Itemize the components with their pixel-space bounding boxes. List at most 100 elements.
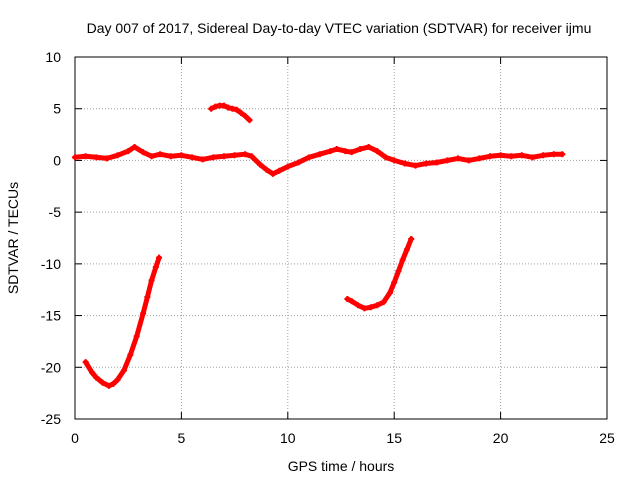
data-point	[365, 143, 372, 150]
data-point	[131, 143, 138, 150]
data-point	[199, 156, 206, 163]
data-point	[263, 166, 270, 173]
x-tick-label: 15	[386, 430, 402, 446]
data-point	[386, 289, 393, 296]
data-point	[518, 152, 525, 159]
data-point	[110, 380, 117, 387]
data-point	[355, 302, 362, 309]
data-point	[391, 157, 398, 164]
data-point	[167, 153, 174, 160]
data-point	[210, 154, 217, 161]
data-point	[444, 157, 451, 164]
data-point	[374, 148, 381, 155]
data-point	[269, 170, 276, 177]
data-point	[125, 148, 132, 155]
data-point	[380, 299, 387, 306]
data-point	[89, 369, 96, 376]
axis-ticks	[74, 56, 608, 420]
y-tick-label: -25	[41, 411, 61, 427]
data-point	[157, 151, 164, 158]
chart-title: Day 007 of 2017, Sidereal Day-to-day VTE…	[87, 20, 592, 36]
y-tick-label: -10	[41, 256, 61, 272]
data-point	[82, 153, 89, 160]
x-tick-label: 10	[280, 430, 296, 446]
data-point	[382, 154, 389, 161]
series-upper-arc	[208, 102, 253, 124]
data-point	[344, 296, 351, 303]
data-point	[257, 161, 264, 168]
series-line	[72, 144, 565, 177]
data-point	[99, 379, 106, 386]
data-point	[374, 302, 381, 309]
series-main-near-zero	[72, 143, 566, 177]
data-point	[433, 159, 440, 166]
tick-labels: 0 5 10 15 20 25 -25 -20 -15 -10 -5 0 5 10	[41, 49, 615, 446]
data-point	[559, 151, 566, 158]
grid-lines	[75, 57, 607, 419]
series-line	[344, 236, 414, 311]
data-point	[408, 236, 415, 243]
x-tick-label: 25	[599, 430, 615, 446]
data-point	[208, 105, 215, 112]
data-point	[242, 112, 249, 119]
y-tick-label: 5	[53, 101, 61, 117]
data-point	[316, 151, 323, 158]
x-axis-label: GPS time / hours	[288, 458, 395, 474]
data-point	[82, 359, 89, 366]
y-tick-label: -15	[41, 308, 61, 324]
data-point	[212, 103, 219, 110]
data-point	[529, 154, 536, 161]
y-axis-label: SDTVAR / TECUs	[5, 182, 21, 294]
data-point	[455, 155, 462, 162]
data-point	[248, 153, 255, 160]
data-point	[401, 160, 408, 167]
data-point	[231, 152, 238, 159]
data-point	[276, 167, 283, 174]
x-tick-label: 0	[71, 430, 79, 446]
data-point	[508, 153, 515, 160]
data-point	[348, 149, 355, 156]
data-point	[327, 148, 334, 155]
data-point	[178, 152, 185, 159]
data-point	[284, 163, 291, 170]
data-point	[412, 162, 419, 169]
series-line	[83, 255, 162, 389]
data-point	[114, 376, 121, 383]
data-point	[361, 305, 368, 312]
data-point	[357, 146, 364, 153]
data-point	[399, 256, 406, 263]
data-point	[295, 159, 302, 166]
data-series	[72, 102, 566, 389]
data-point	[342, 148, 349, 155]
data-point	[93, 374, 100, 381]
data-point	[497, 152, 504, 159]
y-tick-label: -5	[49, 204, 62, 220]
data-point	[106, 382, 113, 389]
data-point	[237, 109, 244, 116]
data-point	[103, 155, 110, 162]
y-tick-label: -20	[41, 359, 61, 375]
data-point	[114, 152, 121, 159]
data-point	[348, 298, 355, 305]
data-point	[140, 149, 147, 156]
data-point	[93, 154, 100, 161]
data-point	[156, 254, 163, 261]
series-right-rise	[344, 236, 415, 312]
data-point	[120, 367, 127, 374]
data-point	[220, 153, 227, 160]
data-point	[423, 160, 430, 167]
data-point	[220, 102, 227, 109]
data-point	[476, 155, 483, 162]
y-tick-label: 0	[53, 152, 61, 168]
series-left-dip	[82, 254, 163, 389]
data-point	[306, 154, 313, 161]
data-point	[391, 279, 398, 286]
data-point	[229, 105, 236, 112]
data-point	[486, 153, 493, 160]
data-point	[395, 268, 402, 275]
data-point	[403, 246, 410, 253]
data-point	[127, 351, 134, 358]
data-point	[133, 333, 140, 340]
data-point	[233, 106, 240, 113]
